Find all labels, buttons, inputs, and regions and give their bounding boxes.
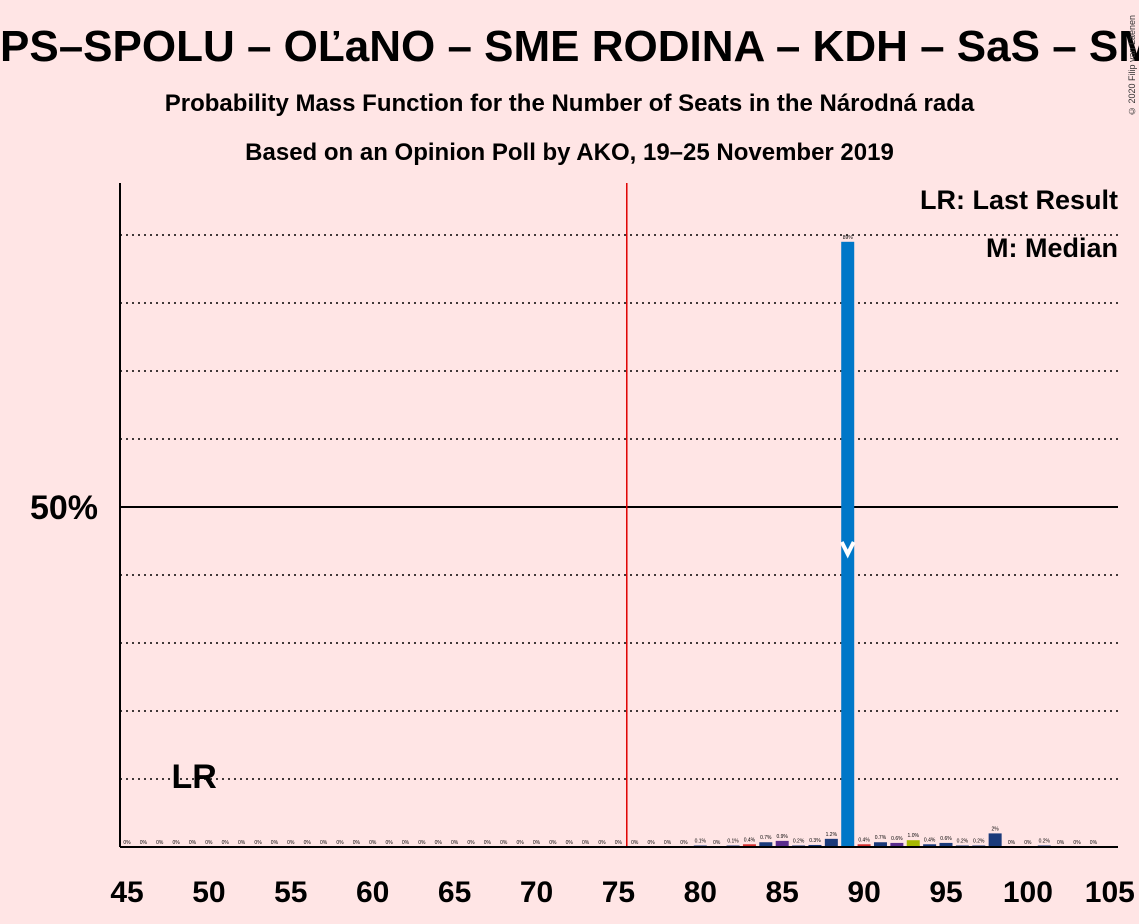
bar-label-seat-103: 0% — [1073, 840, 1081, 846]
bar-label-seat-82: 0.1% — [727, 839, 739, 845]
legend-last-result: LR: Last Result — [920, 185, 1118, 215]
bar-seat-94 — [923, 844, 937, 847]
legend-median: M: Median — [986, 233, 1118, 263]
bar-label-seat-83: 0.4% — [744, 837, 756, 843]
bar-label-seat-74: 0% — [598, 840, 606, 846]
bar-label-seat-63: 0% — [418, 840, 426, 846]
bar-label-seat-72: 0% — [566, 840, 574, 846]
bar-label-seat-46: 0% — [140, 840, 148, 846]
x-tick-label-60: 60 — [356, 876, 389, 909]
bar-label-seat-101: 0.2% — [1039, 839, 1051, 845]
bar-seat-84 — [759, 842, 773, 847]
bar-seat-89 — [841, 241, 855, 848]
bar-label-seat-45: 0% — [123, 840, 131, 846]
bar-label-seat-87: 0.3% — [809, 838, 821, 844]
bar-label-seat-61: 0% — [385, 840, 393, 846]
bar-label-seat-66: 0% — [467, 840, 475, 846]
bar-label-seat-76: 0% — [631, 840, 639, 846]
bar-label-seat-78: 0% — [664, 840, 672, 846]
bar-label-seat-84: 0.7% — [760, 835, 772, 841]
bar-label-seat-51: 0% — [222, 840, 230, 846]
bar-label-seat-86: 0.2% — [793, 839, 805, 845]
bar-label-seat-68: 0% — [500, 840, 508, 846]
bar-label-seat-99: 0% — [1008, 840, 1016, 846]
bar-label-seat-57: 0% — [320, 840, 328, 846]
x-tick-label-70: 70 — [520, 876, 553, 909]
x-tick-label-45: 45 — [110, 876, 143, 909]
bar-label-seat-64: 0% — [435, 840, 443, 846]
bar-label-seat-55: 0% — [287, 840, 295, 846]
x-tick-label-95: 95 — [929, 876, 962, 909]
bar-label-seat-69: 0% — [517, 840, 525, 846]
bar-label-seat-104: 0% — [1090, 840, 1098, 846]
bar-label-seat-47: 0% — [156, 840, 164, 846]
bar-label-seat-95: 0.6% — [940, 836, 952, 842]
bar-label-seat-54: 0% — [271, 840, 279, 846]
bar-label-seat-98: 2% — [992, 826, 1000, 832]
median-marker — [839, 541, 856, 559]
x-tick-label-50: 50 — [192, 876, 225, 909]
bar-label-seat-77: 0% — [648, 840, 656, 846]
bar-seat-93 — [906, 840, 920, 847]
chart-subtitle: Probability Mass Function for the Number… — [164, 90, 975, 117]
bar-label-seat-75: 0% — [615, 840, 623, 846]
bar-label-seat-79: 0% — [680, 840, 688, 846]
bar-label-seat-65: 0% — [451, 840, 459, 846]
bar-label-seat-49: 0% — [189, 840, 197, 846]
bar-label-seat-70: 0% — [533, 840, 541, 846]
bar-label-seat-52: 0% — [238, 840, 246, 846]
bar-seat-87 — [808, 844, 822, 847]
bar-label-seat-90: 0.4% — [858, 837, 870, 843]
x-tick-label-90: 90 — [847, 876, 880, 909]
bar-label-seat-81: 0% — [713, 840, 721, 846]
x-tick-labels: 45 50 55 60 65 70 75 80 85 90 95 100 105 — [110, 876, 1135, 909]
x-tick-label-55: 55 — [274, 876, 307, 909]
bar-label-seat-73: 0% — [582, 840, 590, 846]
bar-seat-85 — [775, 840, 789, 847]
y-tick-label-50: 50% — [30, 489, 98, 527]
bar-value-labels: 0.1% 0.1% 0.4% 0.7% 0.9% 0.2% 0.3% 1.2% 89% 0.4% 0… — [123, 235, 1097, 846]
bar-label-seat-71: 0% — [549, 840, 557, 846]
bar-seat-88 — [824, 838, 838, 847]
bar-label-seat-50: 0% — [205, 840, 213, 846]
bar-seat-91 — [873, 842, 887, 847]
bar-label-seat-97: 0.2% — [973, 839, 985, 845]
bar-seat-98 — [988, 833, 1002, 847]
gridlines — [120, 234, 1118, 780]
bar-label-seat-60: 0% — [369, 840, 377, 846]
chart-source-line: Based on an Opinion Poll by AKO, 19–25 N… — [245, 139, 894, 166]
bar-label-seat-89: 89% — [843, 235, 854, 241]
x-tick-label-75: 75 — [602, 876, 635, 909]
last-result-label: LR — [171, 758, 216, 796]
bar-label-seat-100: 0% — [1024, 840, 1032, 846]
x-tick-label-100: 100 — [1003, 876, 1053, 909]
bar-seat-90 — [857, 844, 871, 847]
bars — [693, 241, 1051, 848]
bar-label-seat-94: 0.4% — [924, 837, 936, 843]
bar-label-seat-88: 1.2% — [826, 832, 838, 838]
bar-label-seat-93: 1.0% — [908, 833, 920, 839]
x-tick-label-80: 80 — [684, 876, 717, 909]
bar-seat-92 — [890, 842, 904, 847]
x-tick-label-65: 65 — [438, 876, 471, 909]
bar-label-seat-48: 0% — [173, 840, 181, 846]
bar-label-seat-53: 0% — [254, 840, 262, 846]
chart-title: PS–SPOLU – OĽaNO – SME RODINA – KDH – Sa… — [0, 22, 1139, 71]
bar-label-seat-96: 0.2% — [957, 839, 969, 845]
bar-label-seat-62: 0% — [402, 840, 410, 846]
x-tick-label-105: 105 — [1085, 876, 1135, 909]
x-tick-label-85: 85 — [766, 876, 799, 909]
bar-label-seat-67: 0% — [484, 840, 492, 846]
bar-label-seat-59: 0% — [353, 840, 361, 846]
bar-seat-83 — [742, 844, 756, 847]
bar-label-seat-102: 0% — [1057, 840, 1065, 846]
bar-label-seat-56: 0% — [304, 840, 312, 846]
bar-label-seat-92: 0.6% — [891, 836, 903, 842]
bar-label-seat-91: 0.7% — [875, 835, 887, 841]
bar-seat-95 — [939, 842, 953, 847]
bar-label-seat-80: 0.1% — [695, 839, 707, 845]
bar-label-seat-58: 0% — [336, 840, 344, 846]
bar-label-seat-85: 0.9% — [776, 834, 788, 840]
